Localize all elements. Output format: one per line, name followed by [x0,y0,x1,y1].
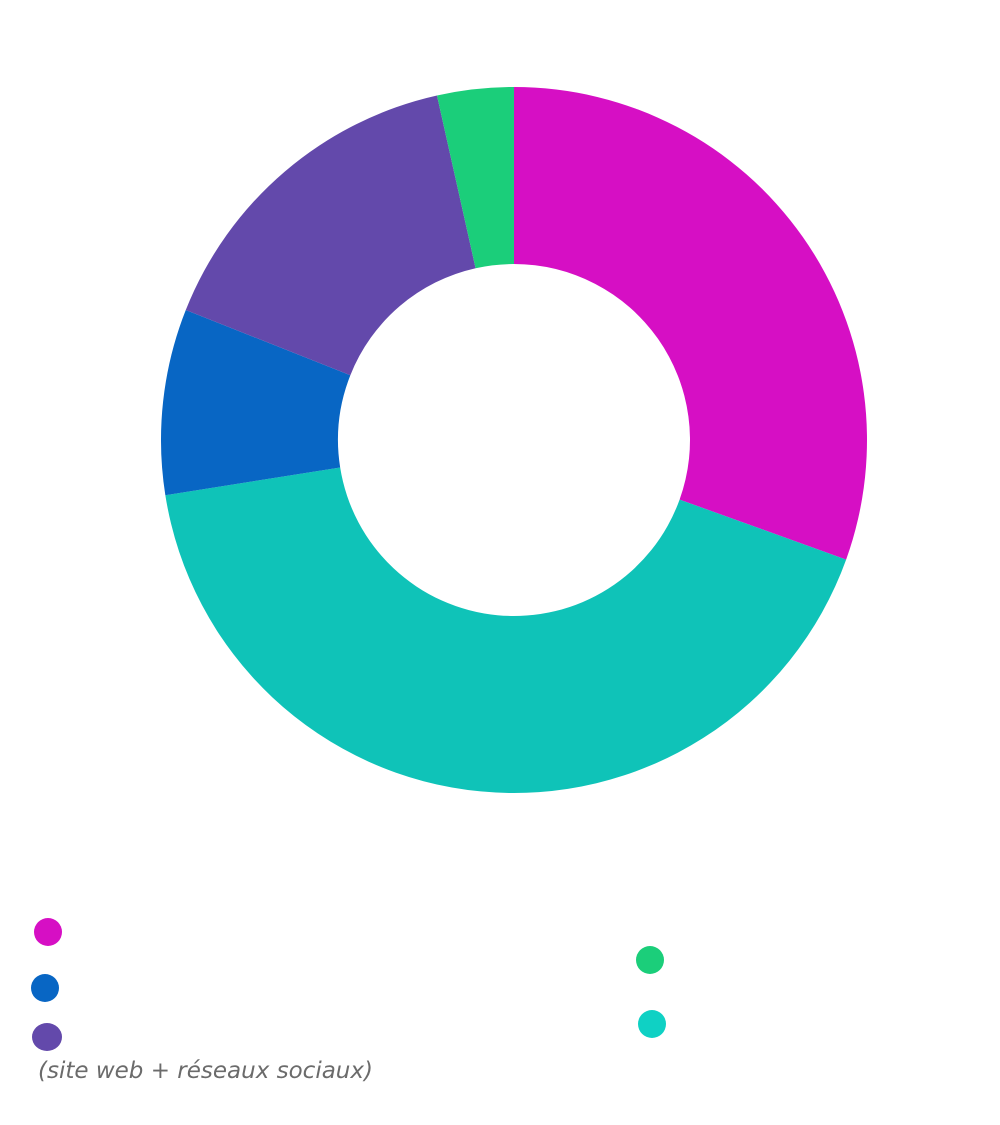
legend-note: (site web + réseaux sociaux) [38,1058,373,1084]
legend-dot-3 [32,1023,62,1051]
donut-slice-2 [165,467,847,794]
donut-chart [161,87,867,794]
donut-slice-5 [436,87,514,269]
legend-dot-5 [638,1010,666,1038]
legend-dot-1 [34,918,62,946]
legend-dot-2 [31,974,59,1002]
donut-slice-4 [185,95,476,376]
legend-dot-4 [636,946,664,974]
donut-slice-3 [161,310,351,496]
donut-slice-1 [514,87,867,560]
